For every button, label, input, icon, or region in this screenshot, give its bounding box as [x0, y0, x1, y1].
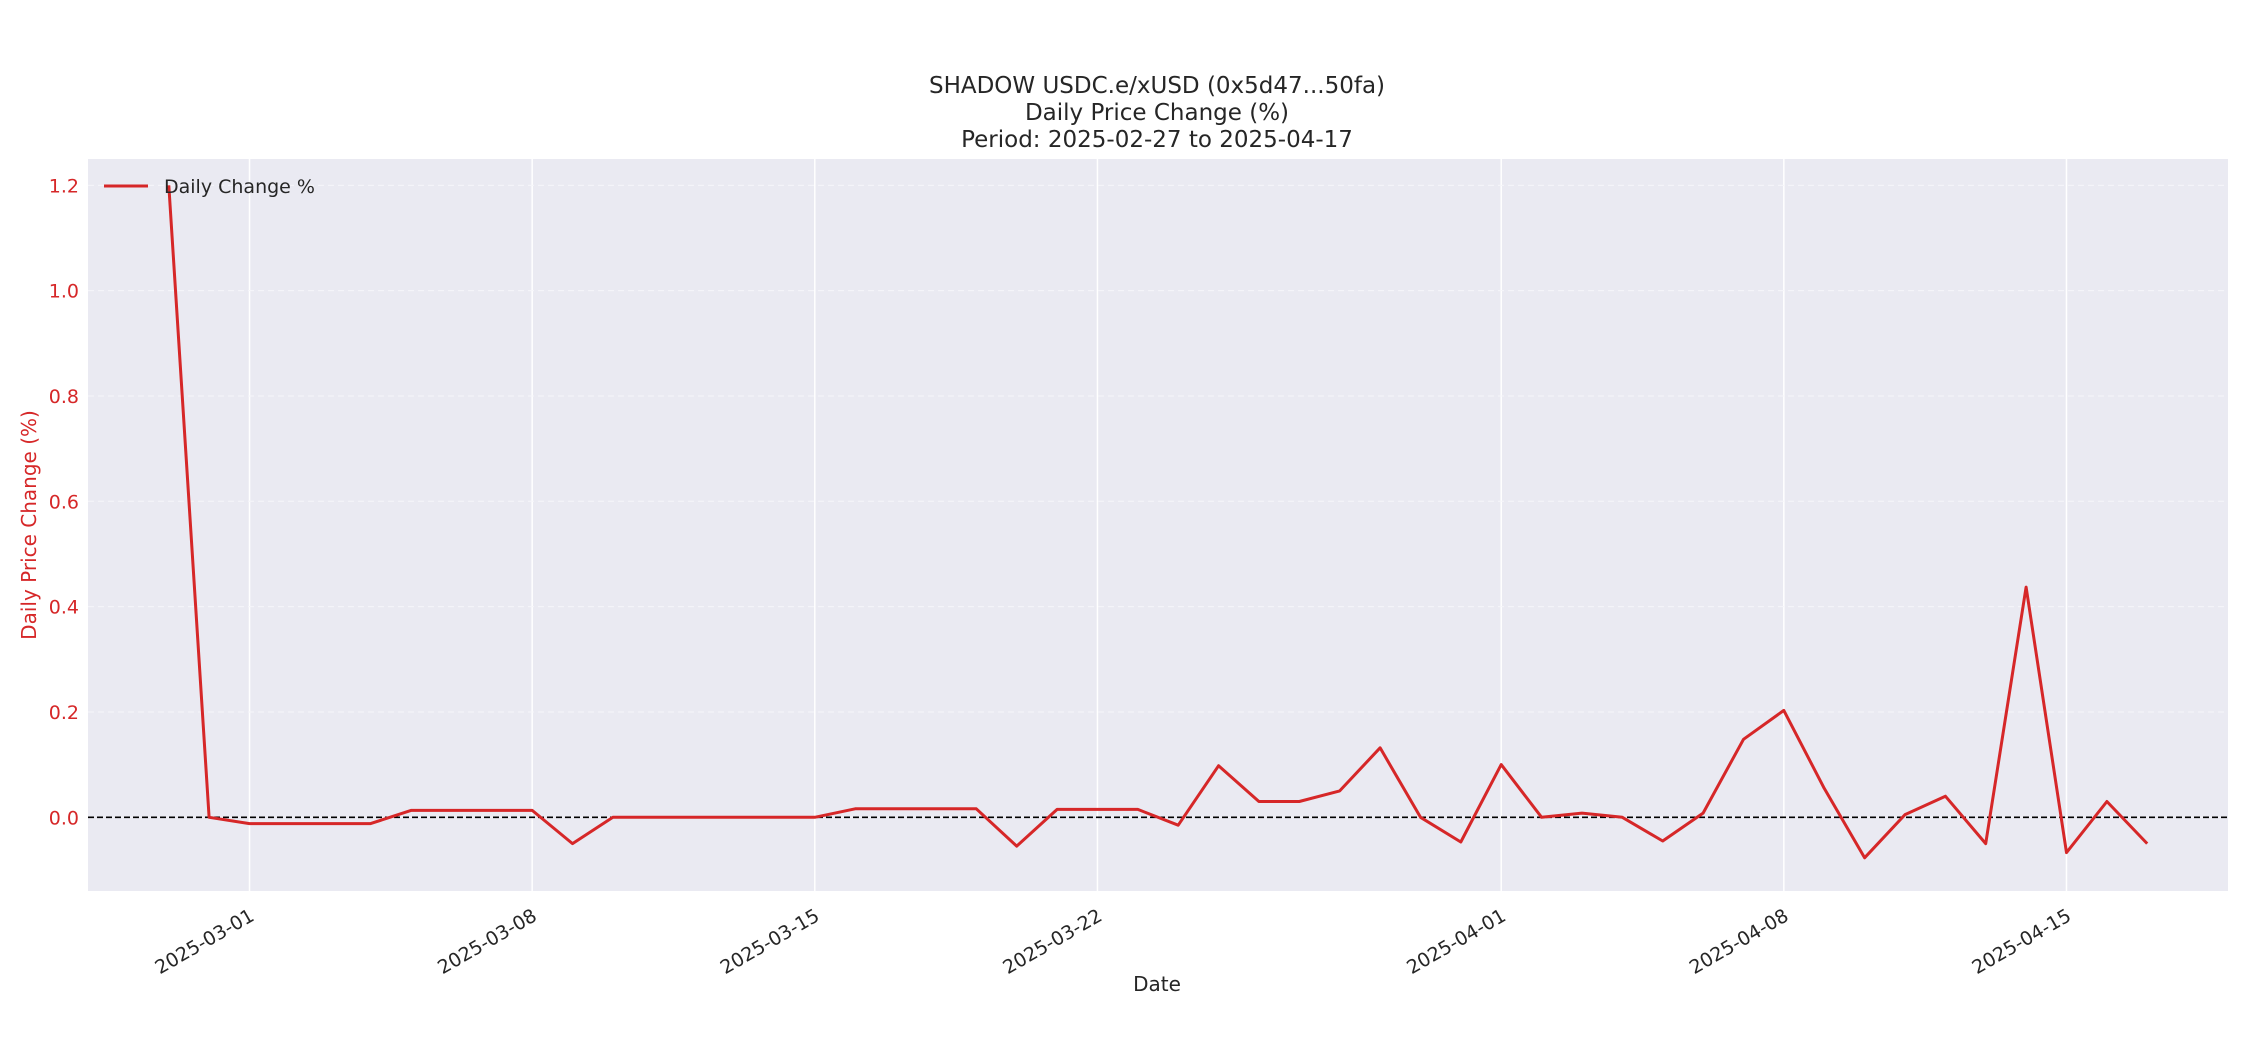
x-tick-label: 2025-04-15 — [1968, 905, 2075, 979]
legend: Daily Change % — [104, 176, 315, 198]
series-line-daily-change — [167, 185, 2149, 860]
x-tick-label: 2025-03-08 — [434, 905, 541, 979]
x-tick-label: 2025-03-15 — [717, 905, 824, 979]
grid — [88, 159, 2228, 891]
y-tick-label: 0.2 — [49, 702, 79, 724]
plot-area — [88, 159, 2228, 891]
y-tick-label: 0.8 — [49, 386, 79, 408]
y-axis-ticks: 0.0 0.2 0.4 0.6 0.8 1.0 1.2 — [49, 175, 79, 829]
x-tick-label: 2025-04-01 — [1403, 905, 1510, 979]
x-tick-label: 2025-04-08 — [1686, 905, 1793, 979]
y-axis-label: Daily Price Change (%) — [17, 410, 41, 640]
y-tick-label: 0.0 — [49, 807, 79, 829]
chart-title: SHADOW USDC.e/xUSD (0x5d47...50fa) Daily… — [929, 73, 1385, 153]
chart-title-line-1: SHADOW USDC.e/xUSD (0x5d47...50fa) — [929, 73, 1385, 99]
x-tick-label: 2025-03-01 — [151, 905, 258, 979]
y-tick-label: 1.2 — [49, 175, 79, 197]
chart-title-line-2: Daily Price Change (%) — [1025, 100, 1289, 126]
x-axis-label: Date — [1133, 972, 1181, 996]
y-tick-label: 0.6 — [49, 491, 79, 513]
x-axis-ticks: 2025-03-01 2025-03-08 2025-03-15 2025-03-22… — [151, 905, 2075, 979]
chart-title-line-3: Period: 2025-02-27 to 2025-04-17 — [961, 127, 1353, 153]
series-layer — [167, 185, 2149, 860]
x-tick-label: 2025-03-22 — [999, 905, 1106, 979]
legend-label: Daily Change % — [164, 176, 315, 198]
y-tick-label: 1.0 — [49, 281, 79, 303]
y-tick-label: 0.4 — [49, 597, 79, 619]
